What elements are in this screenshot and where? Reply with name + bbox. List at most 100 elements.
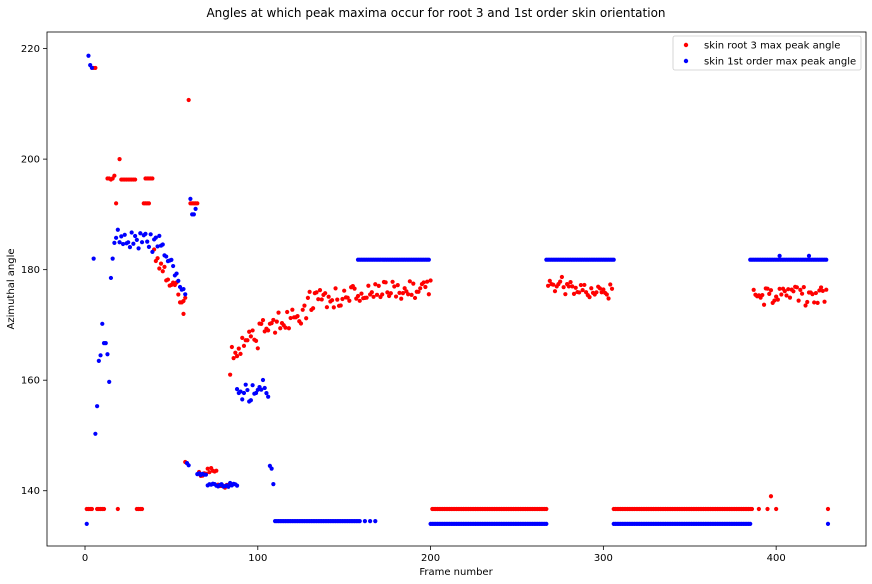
x-tick-label: 200	[421, 553, 440, 564]
data-point	[120, 241, 126, 247]
data-point	[774, 506, 779, 512]
y-tick-label: 180	[21, 265, 40, 276]
data-point	[352, 286, 357, 291]
data-point	[188, 196, 193, 202]
data-point	[181, 298, 186, 304]
data-point	[183, 295, 188, 300]
data-point	[250, 328, 255, 333]
data-point	[186, 463, 191, 468]
data-point	[366, 283, 371, 288]
data-point	[139, 240, 145, 245]
data-point	[357, 519, 362, 524]
data-point	[150, 176, 155, 181]
data-point	[608, 282, 613, 287]
data-point	[825, 521, 831, 526]
data-point	[238, 351, 243, 356]
data-point	[234, 354, 240, 359]
data-point	[298, 321, 304, 326]
data-point	[426, 292, 431, 297]
data-point	[157, 233, 162, 238]
data-point	[285, 309, 290, 315]
data-point	[329, 298, 335, 303]
data-point	[373, 519, 378, 524]
y-tick-label: 140	[21, 486, 40, 497]
data-point	[126, 240, 131, 245]
data-point	[165, 277, 171, 282]
data-point	[813, 290, 818, 296]
data-point	[594, 290, 599, 295]
data-point	[803, 303, 808, 308]
data-point	[796, 298, 801, 303]
data-point	[571, 291, 577, 296]
data-point	[114, 201, 119, 206]
data-point	[231, 355, 236, 361]
data-point	[127, 245, 133, 250]
data-point	[342, 288, 347, 293]
data-point	[388, 291, 393, 296]
data-point	[138, 231, 143, 236]
data-point	[580, 287, 585, 293]
data-point	[266, 394, 271, 399]
data-point	[395, 282, 400, 288]
data-point	[155, 244, 160, 249]
data-point	[89, 65, 95, 71]
data-point	[238, 389, 243, 394]
data-point	[286, 326, 291, 331]
data-point	[129, 230, 134, 235]
data-point	[89, 506, 95, 512]
y-tick-label: 200	[21, 155, 40, 166]
data-point	[355, 293, 361, 299]
data-point	[248, 398, 253, 403]
data-point	[145, 239, 150, 244]
data-point	[362, 519, 368, 524]
data-point	[411, 281, 416, 286]
chart-title: Angles at which peak maxima occur for ro…	[206, 6, 665, 20]
data-point	[98, 353, 103, 358]
data-point	[95, 404, 100, 409]
data-point	[181, 286, 186, 292]
data-point	[133, 177, 138, 182]
data-point	[604, 292, 609, 297]
x-tick-label: 100	[248, 553, 267, 564]
data-point	[782, 289, 787, 294]
x-tick-label: 0	[82, 553, 88, 564]
data-point	[772, 298, 777, 303]
data-point	[748, 521, 753, 526]
data-point	[597, 286, 603, 291]
data-point	[765, 506, 770, 512]
series-0	[84, 65, 831, 512]
data-point	[307, 289, 312, 294]
y-axis-label: Azimuthal angle	[6, 248, 17, 329]
data-point	[376, 283, 381, 288]
data-point	[406, 292, 411, 297]
data-point	[107, 379, 112, 384]
data-point	[240, 397, 245, 402]
data-point	[577, 290, 582, 295]
data-point	[164, 254, 169, 259]
data-point	[822, 299, 827, 304]
data-point	[110, 256, 115, 261]
data-point	[768, 288, 774, 293]
data-point	[262, 385, 267, 391]
data-point	[117, 240, 122, 245]
data-point	[93, 431, 98, 436]
data-point	[139, 506, 145, 512]
data-point	[260, 318, 266, 323]
data-point	[96, 358, 101, 363]
data-point	[205, 466, 210, 471]
data-point	[380, 292, 385, 297]
data-point	[544, 506, 549, 512]
legend-marker-root3	[683, 42, 689, 48]
data-point	[115, 506, 120, 512]
data-point	[756, 506, 761, 512]
data-point	[162, 264, 167, 269]
data-point	[302, 303, 307, 308]
data-point	[409, 292, 414, 297]
data-point	[373, 282, 378, 287]
data-point	[146, 201, 152, 206]
data-point	[402, 286, 407, 291]
data-point	[806, 253, 812, 258]
data-point	[304, 316, 309, 321]
